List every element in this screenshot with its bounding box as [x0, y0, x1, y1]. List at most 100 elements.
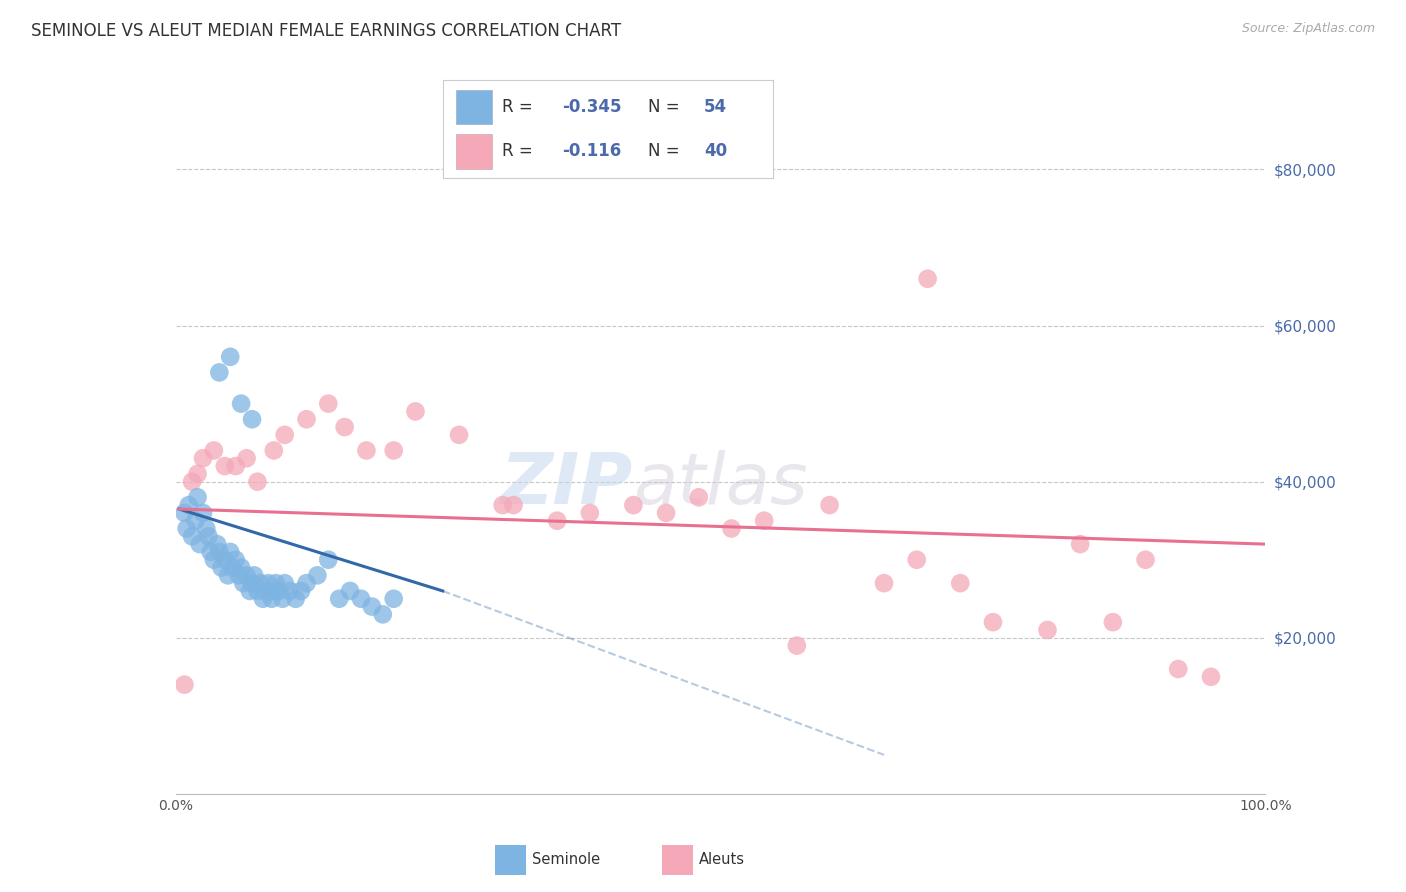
Point — [1167, 662, 1189, 676]
FancyBboxPatch shape — [456, 90, 492, 124]
Point — [211, 560, 233, 574]
Point — [1036, 623, 1059, 637]
Point — [254, 583, 277, 598]
Point — [219, 350, 242, 364]
Point — [260, 591, 283, 606]
FancyBboxPatch shape — [456, 134, 492, 169]
Point — [191, 506, 214, 520]
Point — [720, 521, 742, 535]
Point — [235, 568, 257, 582]
Point — [214, 458, 236, 473]
FancyBboxPatch shape — [662, 845, 693, 875]
Point — [269, 583, 291, 598]
Point — [202, 443, 225, 458]
Text: -0.345: -0.345 — [562, 98, 621, 116]
Point — [271, 591, 294, 606]
Point — [249, 576, 271, 591]
Point — [1069, 537, 1091, 551]
Point — [173, 678, 195, 692]
Point — [184, 514, 207, 528]
Point — [546, 514, 568, 528]
Point — [186, 490, 209, 504]
Point — [208, 545, 231, 559]
Point — [231, 396, 253, 410]
Point — [181, 475, 204, 489]
Text: N =: N = — [648, 143, 685, 161]
Point — [225, 458, 247, 473]
Point — [217, 568, 239, 582]
Point — [873, 576, 896, 591]
Point — [405, 404, 427, 418]
Point — [333, 420, 356, 434]
Point — [356, 443, 378, 458]
Point — [754, 514, 776, 528]
FancyBboxPatch shape — [495, 845, 526, 875]
Point — [191, 451, 214, 466]
Point — [1199, 670, 1222, 684]
Point — [1102, 615, 1125, 630]
Point — [197, 529, 219, 543]
Point — [905, 552, 928, 567]
Text: N =: N = — [648, 98, 685, 116]
Point — [225, 552, 247, 567]
Point — [371, 607, 394, 622]
Point — [208, 366, 231, 380]
Point — [240, 576, 263, 591]
Text: atlas: atlas — [633, 450, 808, 519]
Point — [274, 427, 297, 442]
Point — [176, 521, 198, 535]
Point — [202, 552, 225, 567]
Text: R =: R = — [502, 98, 538, 116]
Point — [818, 498, 841, 512]
Point — [263, 583, 285, 598]
Text: Aleuts: Aleuts — [699, 853, 745, 867]
Point — [949, 576, 972, 591]
Point — [240, 412, 263, 426]
Point — [231, 560, 253, 574]
Point — [239, 583, 262, 598]
Point — [786, 639, 808, 653]
Text: ZIP: ZIP — [501, 450, 633, 519]
Point — [205, 537, 228, 551]
Text: R =: R = — [502, 143, 544, 161]
Point — [243, 568, 266, 582]
Point — [235, 451, 257, 466]
Point — [173, 506, 195, 520]
Point — [186, 467, 209, 481]
Text: SEMINOLE VS ALEUT MEDIAN FEMALE EARNINGS CORRELATION CHART: SEMINOLE VS ALEUT MEDIAN FEMALE EARNINGS… — [31, 22, 621, 40]
Point — [290, 583, 312, 598]
Point — [214, 552, 236, 567]
Point — [382, 591, 405, 606]
Text: -0.116: -0.116 — [562, 143, 621, 161]
Point — [307, 568, 329, 582]
Point — [221, 560, 243, 574]
Point — [263, 443, 285, 458]
Point — [492, 498, 515, 512]
Point — [264, 576, 287, 591]
Point — [232, 576, 254, 591]
Point — [177, 498, 200, 512]
Point — [688, 490, 710, 504]
Point — [502, 498, 524, 512]
Point — [339, 583, 361, 598]
Point — [295, 576, 318, 591]
Point — [228, 568, 250, 582]
Text: 40: 40 — [704, 143, 727, 161]
Text: 54: 54 — [704, 98, 727, 116]
Point — [246, 583, 269, 598]
Point — [981, 615, 1004, 630]
Point — [350, 591, 373, 606]
Text: Source: ZipAtlas.com: Source: ZipAtlas.com — [1241, 22, 1375, 36]
Point — [318, 396, 340, 410]
Point — [917, 271, 939, 285]
Point — [188, 537, 211, 551]
Point — [621, 498, 644, 512]
Point — [274, 576, 297, 591]
Point — [318, 552, 340, 567]
Point — [328, 591, 350, 606]
Point — [284, 591, 307, 606]
Point — [360, 599, 382, 614]
Point — [579, 506, 602, 520]
Point — [257, 576, 280, 591]
Point — [655, 506, 678, 520]
